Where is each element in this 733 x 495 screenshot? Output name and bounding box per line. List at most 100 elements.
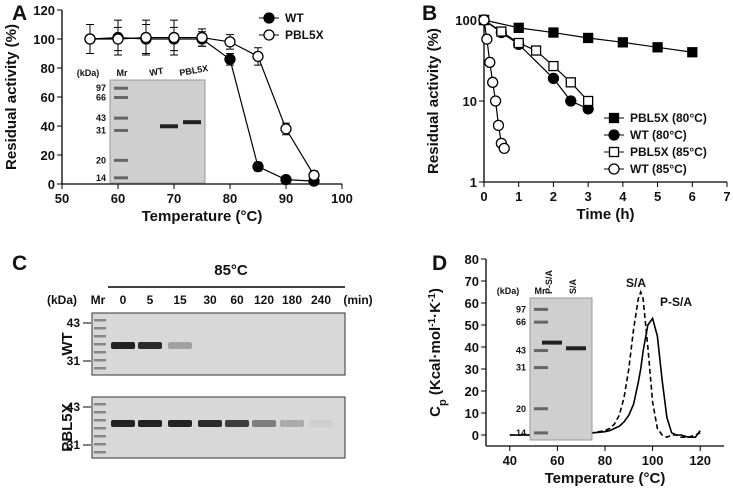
ladder-band — [534, 349, 548, 353]
data-point — [112, 33, 124, 45]
ladder-band — [114, 176, 128, 180]
protein-band — [183, 120, 201, 125]
legend-marker — [608, 163, 620, 175]
data-point — [582, 95, 594, 107]
protein-band — [160, 124, 178, 129]
y-axis-title-part: C — [427, 406, 444, 417]
x-tick-label: 80 — [223, 191, 237, 206]
gel-lane-label: 60 — [230, 293, 244, 307]
ladder-band — [94, 443, 106, 446]
protein-band — [168, 342, 192, 349]
inset-lane-label: Mr — [535, 286, 546, 296]
protein-band — [138, 420, 162, 427]
legend-label: WT (80°C) — [630, 128, 687, 142]
data-point — [547, 72, 560, 85]
x-tick-label: 3 — [585, 189, 592, 204]
inset-marker-label: 43 — [516, 346, 526, 356]
data-point — [548, 60, 559, 72]
data-point — [489, 95, 502, 107]
data-point — [565, 77, 576, 88]
y-tick-label: 0 — [48, 177, 55, 192]
data-point — [168, 31, 180, 44]
protein-band — [309, 420, 333, 427]
ladder-band — [534, 307, 548, 311]
data-point — [617, 37, 629, 48]
series-annotation: S/A — [626, 276, 646, 290]
inset-lane-label: WT — [149, 66, 165, 78]
inset-marker-label: 66 — [516, 317, 526, 327]
data-point — [687, 47, 698, 58]
y-tick-label: 10 — [465, 406, 479, 421]
inset-marker-label: 14 — [516, 428, 526, 438]
y-tick-label: 50 — [465, 318, 479, 333]
gel-lane-label: 180 — [282, 293, 302, 307]
inset-lane-label: P-S/A — [544, 269, 554, 294]
gel-marker-label: 31 — [67, 438, 81, 452]
inset-marker-label: 66 — [96, 93, 106, 103]
x-tick-label: 40 — [503, 453, 517, 468]
inset-marker-label: 14 — [96, 173, 106, 183]
data-point — [224, 53, 236, 65]
x-tick-label: 120 — [689, 453, 711, 468]
data-point — [565, 95, 577, 107]
inset-marker-label: 43 — [96, 113, 106, 123]
legend-marker — [608, 146, 620, 158]
y-tick-label: 100 — [33, 32, 55, 47]
gel-marker-label: 43 — [67, 400, 81, 414]
gel-unit: (kDa) — [47, 293, 77, 307]
legend-label: WT — [285, 11, 304, 25]
panel-letter: B — [422, 2, 437, 25]
ladder-band — [114, 96, 128, 100]
gel-marker-lane: Mr — [91, 293, 106, 307]
gel-marker-label: 31 — [67, 354, 81, 368]
legend-label: PBL5X (80°C) — [630, 111, 707, 125]
gel-lane-label: 5 — [147, 293, 154, 307]
data-point — [513, 22, 524, 33]
gel-lane-label: 120 — [254, 293, 274, 307]
y-axis-title: Residual activity (%) — [3, 24, 20, 170]
data-point — [487, 76, 499, 88]
legend-marker — [263, 12, 275, 24]
legend-marker — [263, 29, 275, 41]
panel-letter: D — [432, 252, 447, 275]
protein-band — [111, 420, 135, 427]
inset-marker-label: 31 — [96, 125, 106, 135]
ladder-band — [94, 335, 106, 338]
x-tick-label: 6 — [689, 189, 696, 204]
data-point — [252, 50, 264, 63]
x-tick-label: 90 — [279, 191, 293, 206]
data-point — [196, 31, 208, 44]
ladder-band — [94, 327, 106, 330]
y-tick-label: 80 — [465, 252, 479, 267]
data-point — [84, 33, 96, 45]
inset-unit: (kDa) — [497, 286, 520, 296]
gel-lane-label: 0 — [120, 293, 127, 307]
ladder-band — [94, 359, 106, 362]
protein-band — [111, 342, 135, 349]
ladder-band — [534, 431, 548, 435]
protein-band — [225, 420, 249, 427]
ladder-band — [114, 86, 128, 90]
x-tick-label: 60 — [111, 191, 125, 206]
y-tick-label: 0 — [472, 428, 479, 443]
ladder-band — [94, 411, 106, 414]
data-point — [498, 142, 510, 155]
gel-panel: C 85°C (kDa) Mr 0 5 15 30 60 120 180 240 (min) WT 43 31… — [12, 252, 373, 459]
gel-lane-label: 15 — [173, 293, 187, 307]
ladder-band — [534, 320, 548, 324]
ladder-band — [534, 366, 548, 370]
x-tick-label: 70 — [167, 191, 181, 206]
ladder-band — [534, 407, 548, 411]
data-point — [252, 160, 264, 173]
ladder-band — [114, 116, 128, 120]
inset-marker-label: 20 — [516, 404, 526, 414]
ladder-band — [114, 158, 128, 162]
inset-marker-label: 97 — [516, 304, 526, 314]
x-tick-label: 0 — [480, 189, 487, 204]
data-point — [484, 56, 496, 69]
legend-marker — [608, 129, 620, 141]
ladder-band — [94, 403, 106, 406]
inset-marker-label: 31 — [516, 363, 526, 373]
ladder-band — [94, 319, 106, 322]
